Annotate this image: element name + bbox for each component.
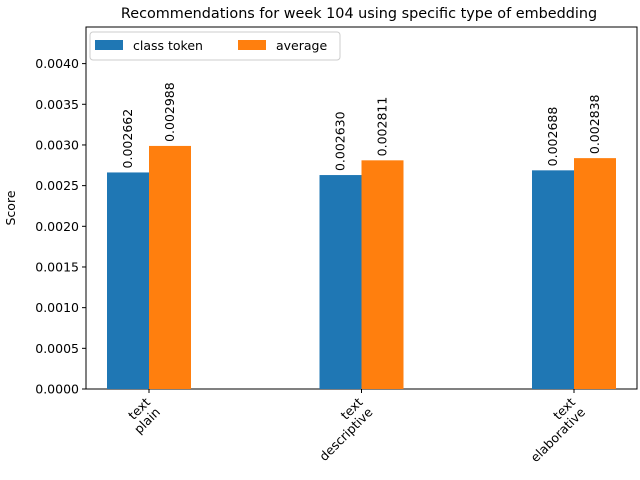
y-tick-label: 0.0010 [35,300,79,315]
bar-class-token [107,172,149,389]
legend-label: average [276,38,327,53]
legend: class token average [89,31,341,61]
y-tick-label: 0.0000 [35,382,79,397]
bar-value-label: 0.002630 [333,111,348,171]
bar-labels-group: 0.002662 0.002988 0.002630 0.002811 0.002688… [120,82,602,171]
y-tick-label: 0.0025 [35,178,79,193]
bar-average [574,158,616,389]
bar-value-label: 0.002688 [545,107,560,167]
legend-swatch [238,40,266,50]
bar-average [149,145,191,389]
legend-label: class token [133,38,203,53]
y-axis: 0.0000 0.0005 0.0010 0.0015 0.0020 0.0025 0.00… [35,56,86,397]
y-tick-label: 0.0005 [35,341,79,356]
y-tick-label: 0.0020 [35,219,79,234]
y-tick-label: 0.0030 [35,137,79,152]
bar-value-label: 0.002811 [375,97,390,157]
chart-title: Recommendations for week 104 using speci… [121,6,597,22]
bar-value-label: 0.002838 [587,94,602,154]
bars-group [107,145,616,389]
legend-box [89,31,341,61]
bar-value-label: 0.002988 [162,82,177,142]
legend-swatch [95,40,123,50]
bar-class-token [532,170,574,389]
y-tick-label: 0.0035 [35,97,79,112]
y-tick-label: 0.0040 [35,56,79,71]
bar-average [361,160,404,389]
y-axis-label: Score [3,190,18,225]
bar-class-token [319,175,362,389]
bar-value-label: 0.002662 [120,109,135,169]
y-tick-label: 0.0015 [35,259,79,274]
